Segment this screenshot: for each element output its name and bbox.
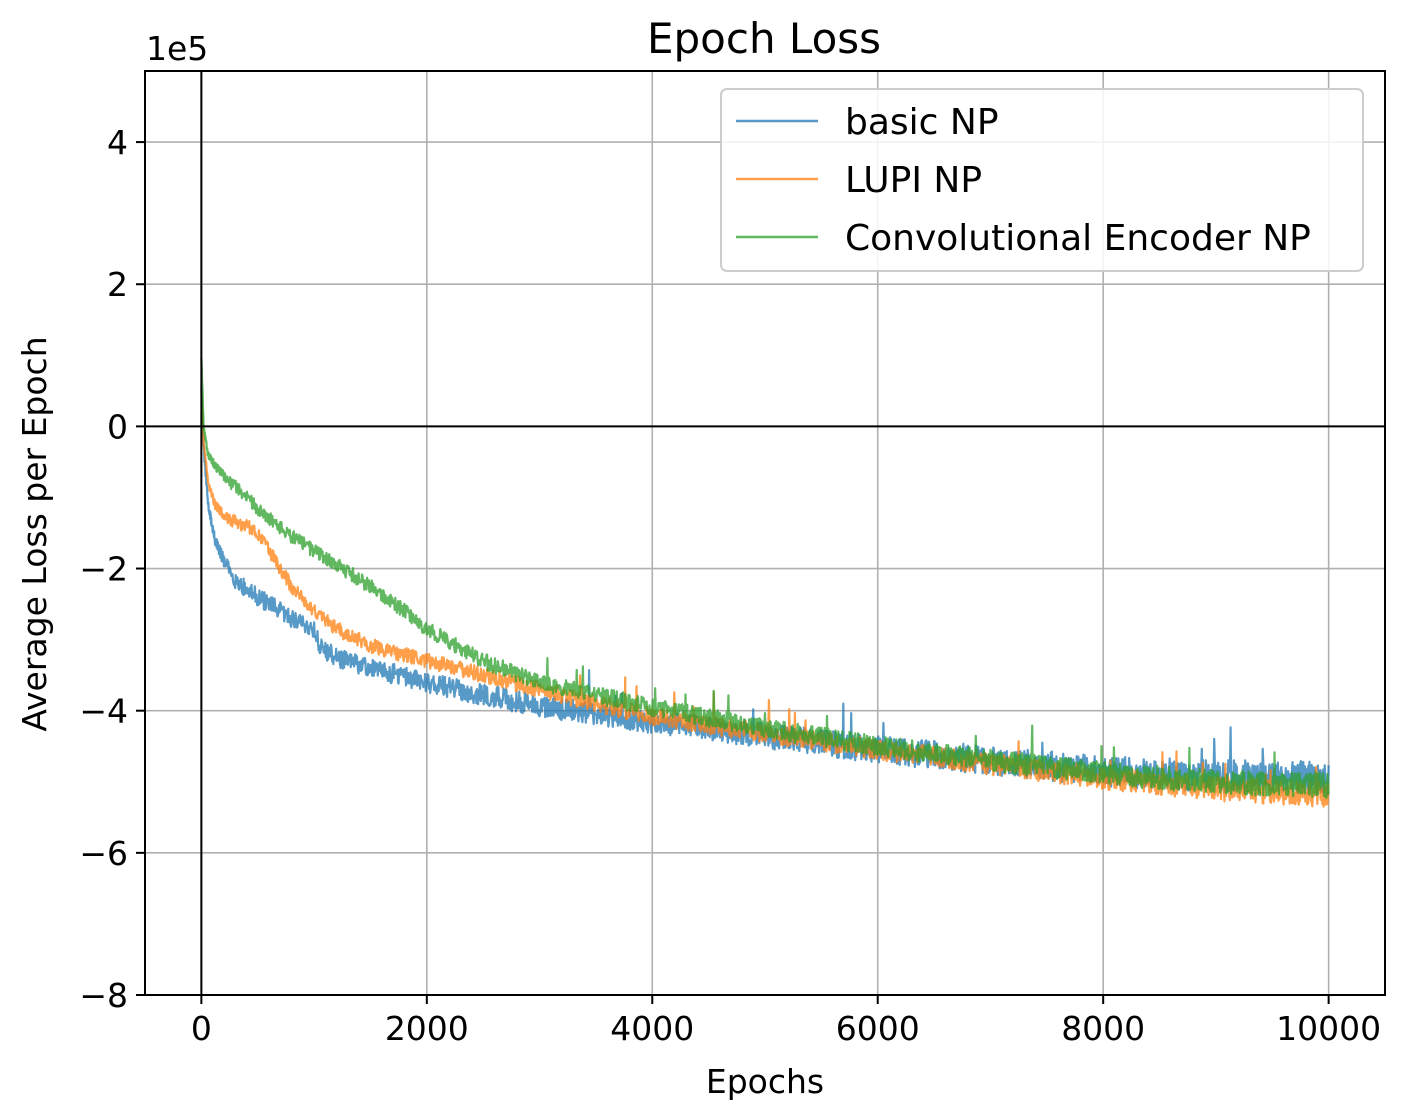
- y-tick-label: 0: [107, 407, 128, 446]
- x-tick-label: 10000: [1276, 1009, 1381, 1048]
- x-axis: 0 2000 4000 6000 8000 10000: [191, 995, 1381, 1048]
- y-axis-label: Average Loss per Epoch: [15, 336, 54, 731]
- y-tick-label: 2: [107, 265, 128, 304]
- x-tick-label: 4000: [610, 1009, 694, 1048]
- x-tick-label: 2000: [385, 1009, 469, 1048]
- legend: basic NP LUPI NP Convolutional Encoder NP: [720, 88, 1364, 272]
- y-scale-label: 1e5: [146, 29, 208, 68]
- y-tick-label: −2: [79, 550, 128, 589]
- chart-title: Epoch Loss: [647, 14, 881, 63]
- series-lines: [200, 357, 1330, 808]
- legend-label: Convolutional Encoder NP: [845, 218, 1311, 259]
- x-tick-label: 8000: [1061, 1009, 1145, 1048]
- y-tick-label: −8: [79, 976, 128, 1015]
- y-axis: −8 −6 −4 −2 0 2 4: [79, 123, 145, 1015]
- y-tick-label: −4: [79, 692, 128, 731]
- legend-box: [720, 88, 1364, 272]
- x-tick-label: 0: [191, 1009, 212, 1048]
- x-tick-label: 6000: [836, 1009, 920, 1048]
- series-line: [200, 357, 1330, 799]
- x-axis-label: Epochs: [706, 1062, 824, 1101]
- y-tick-label: −6: [79, 834, 128, 873]
- legend-label: LUPI NP: [845, 160, 982, 201]
- y-tick-label: 4: [107, 123, 128, 162]
- legend-label: basic NP: [845, 102, 999, 143]
- plot-frame: [144, 70, 1386, 996]
- reference-lines: [145, 71, 1385, 995]
